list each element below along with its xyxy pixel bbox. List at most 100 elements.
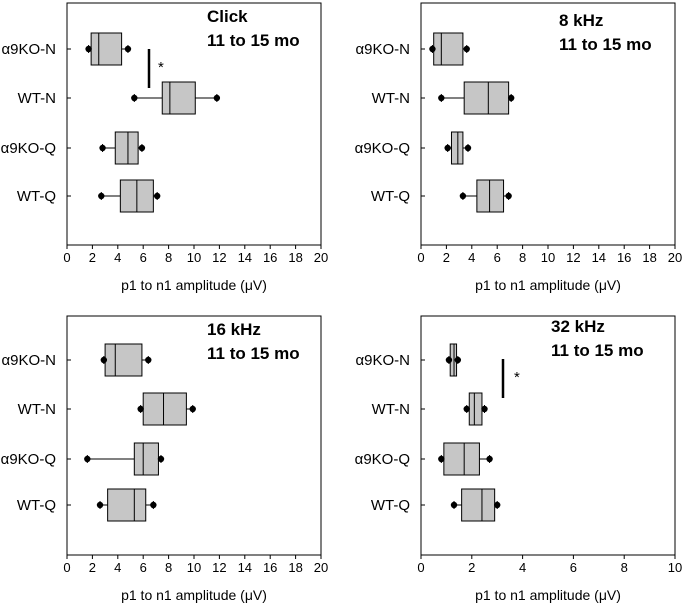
category-label: α9KO-N — [355, 352, 410, 369]
box-α9KO-Q — [444, 131, 472, 165]
outlier-point — [505, 192, 512, 200]
outlier-point — [96, 501, 104, 509]
chart-title-line-1: 16 kHz — [207, 320, 261, 339]
outlier-point — [157, 455, 165, 463]
chart-panel-4: 0 2 4 6 8 10 p1 to n1 amplitude (μV) α9KO-N WT-N… — [355, 315, 682, 603]
box-WT-Q — [450, 488, 501, 522]
box-α9KO-N — [85, 32, 132, 66]
x-axis-label: p1 to n1 amplitude (μV) — [475, 587, 621, 603]
category-label: α9KO-Q — [355, 451, 410, 468]
box-α9KO-N — [100, 343, 152, 377]
x-tick-label: 8 — [165, 250, 172, 265]
outlier-point — [84, 455, 91, 463]
x-tick-label: 6 — [140, 250, 147, 265]
x-tick-label: 10 — [187, 250, 201, 265]
outlier-point — [454, 356, 462, 364]
category-label: α9KO-Q — [355, 140, 410, 157]
outlier-point — [99, 144, 106, 152]
x-tick-label: 2 — [468, 560, 475, 575]
outlier-point — [124, 45, 132, 53]
x-tick-label: 6 — [494, 250, 501, 265]
x-tick-label: 4 — [468, 250, 475, 265]
outlier-point — [429, 45, 436, 53]
chart-title-line-2: 11 to 15 mo — [207, 31, 300, 50]
outlier-point — [463, 45, 470, 53]
x-tick-label: 8 — [621, 560, 628, 575]
box-WT-Q — [96, 488, 157, 522]
outlier-point — [85, 45, 92, 53]
x-tick-label: 18 — [288, 250, 302, 265]
category-label: WT-Q — [17, 497, 56, 514]
iqr-box — [142, 392, 187, 426]
outlier-point — [463, 405, 470, 413]
box-α9KO-N — [429, 32, 470, 66]
chart-title-line-1: 8 kHz — [559, 11, 603, 30]
box-α9KO-Q — [84, 442, 165, 476]
x-tick-label: 10 — [668, 560, 682, 575]
x-tick-label: 20 — [314, 560, 328, 575]
iqr-box — [450, 131, 464, 165]
x-tick-label: 8 — [165, 560, 172, 575]
box-WT-N — [463, 392, 488, 426]
outlier-point — [450, 501, 458, 509]
iqr-box — [433, 32, 464, 66]
significance-star: * — [158, 59, 164, 76]
category-label: WT-Q — [371, 497, 410, 514]
chart-panel-3: 0 2 4 6 8 10 12 14 16 18 20 p1 to n1 amplitude (μV)… — [1, 315, 328, 603]
category-label: WT-N — [18, 90, 56, 107]
significance-star: * — [514, 369, 520, 386]
x-tick-label: 14 — [238, 250, 252, 265]
chart-title-line-1: 32 kHz — [551, 317, 605, 336]
iqr-box — [461, 488, 496, 522]
x-tick-label: 20 — [314, 250, 328, 265]
iqr-box — [133, 442, 159, 476]
x-tick-label: 12 — [212, 560, 226, 575]
outlier-point — [153, 192, 161, 200]
iqr-box — [463, 81, 510, 115]
x-axis-label: p1 to n1 amplitude (μV) — [121, 587, 267, 603]
outlier-point — [98, 192, 105, 200]
chart-title-line-2: 11 to 15 mo — [559, 35, 652, 54]
outlier-point — [507, 94, 515, 102]
box-α9KO-Q — [438, 442, 493, 476]
category-label: α9KO-N — [355, 41, 410, 58]
category-label: WT-N — [372, 90, 410, 107]
x-tick-label: 10 — [541, 250, 555, 265]
category-label: WT-N — [18, 401, 56, 418]
iqr-box — [443, 442, 480, 476]
x-tick-label: 16 — [617, 250, 631, 265]
outlier-point — [481, 405, 488, 413]
iqr-box — [468, 392, 483, 426]
iqr-box — [114, 131, 139, 165]
iqr-box — [104, 343, 143, 377]
outlier-point — [438, 94, 445, 102]
category-label: α9KO-N — [1, 352, 56, 369]
x-tick-label: 12 — [212, 250, 226, 265]
x-tick-label: 0 — [417, 250, 424, 265]
x-tick-label: 2 — [89, 250, 96, 265]
x-tick-label: 6 — [570, 560, 577, 575]
category-label: WT-N — [372, 401, 410, 418]
box-WT-N — [438, 81, 515, 115]
x-tick-label: 16 — [263, 560, 277, 575]
outlier-point — [138, 144, 146, 152]
outlier-point — [145, 356, 152, 364]
category-label: α9KO-Q — [1, 451, 56, 468]
outlier-point — [444, 144, 451, 152]
x-tick-label: 14 — [592, 250, 606, 265]
x-tick-label: 16 — [263, 250, 277, 265]
box-WT-N — [131, 81, 221, 115]
iqr-box — [476, 179, 505, 213]
outlier-point — [445, 356, 453, 364]
x-tick-label: 8 — [519, 250, 526, 265]
iqr-box — [161, 81, 196, 115]
chart-panel-2: 0 2 4 6 8 10 12 14 16 18 20 p1 to n1 amplitude (μV)… — [355, 2, 682, 293]
chart-title-line-2: 11 to 15 mo — [207, 344, 300, 363]
category-label: α9KO-N — [1, 41, 56, 58]
x-axis-label: p1 to n1 amplitude (μV) — [121, 277, 267, 293]
outlier-point — [189, 405, 196, 413]
iqr-box — [107, 488, 147, 522]
outlier-point — [486, 455, 493, 463]
category-label: α9KO-Q — [1, 140, 56, 157]
